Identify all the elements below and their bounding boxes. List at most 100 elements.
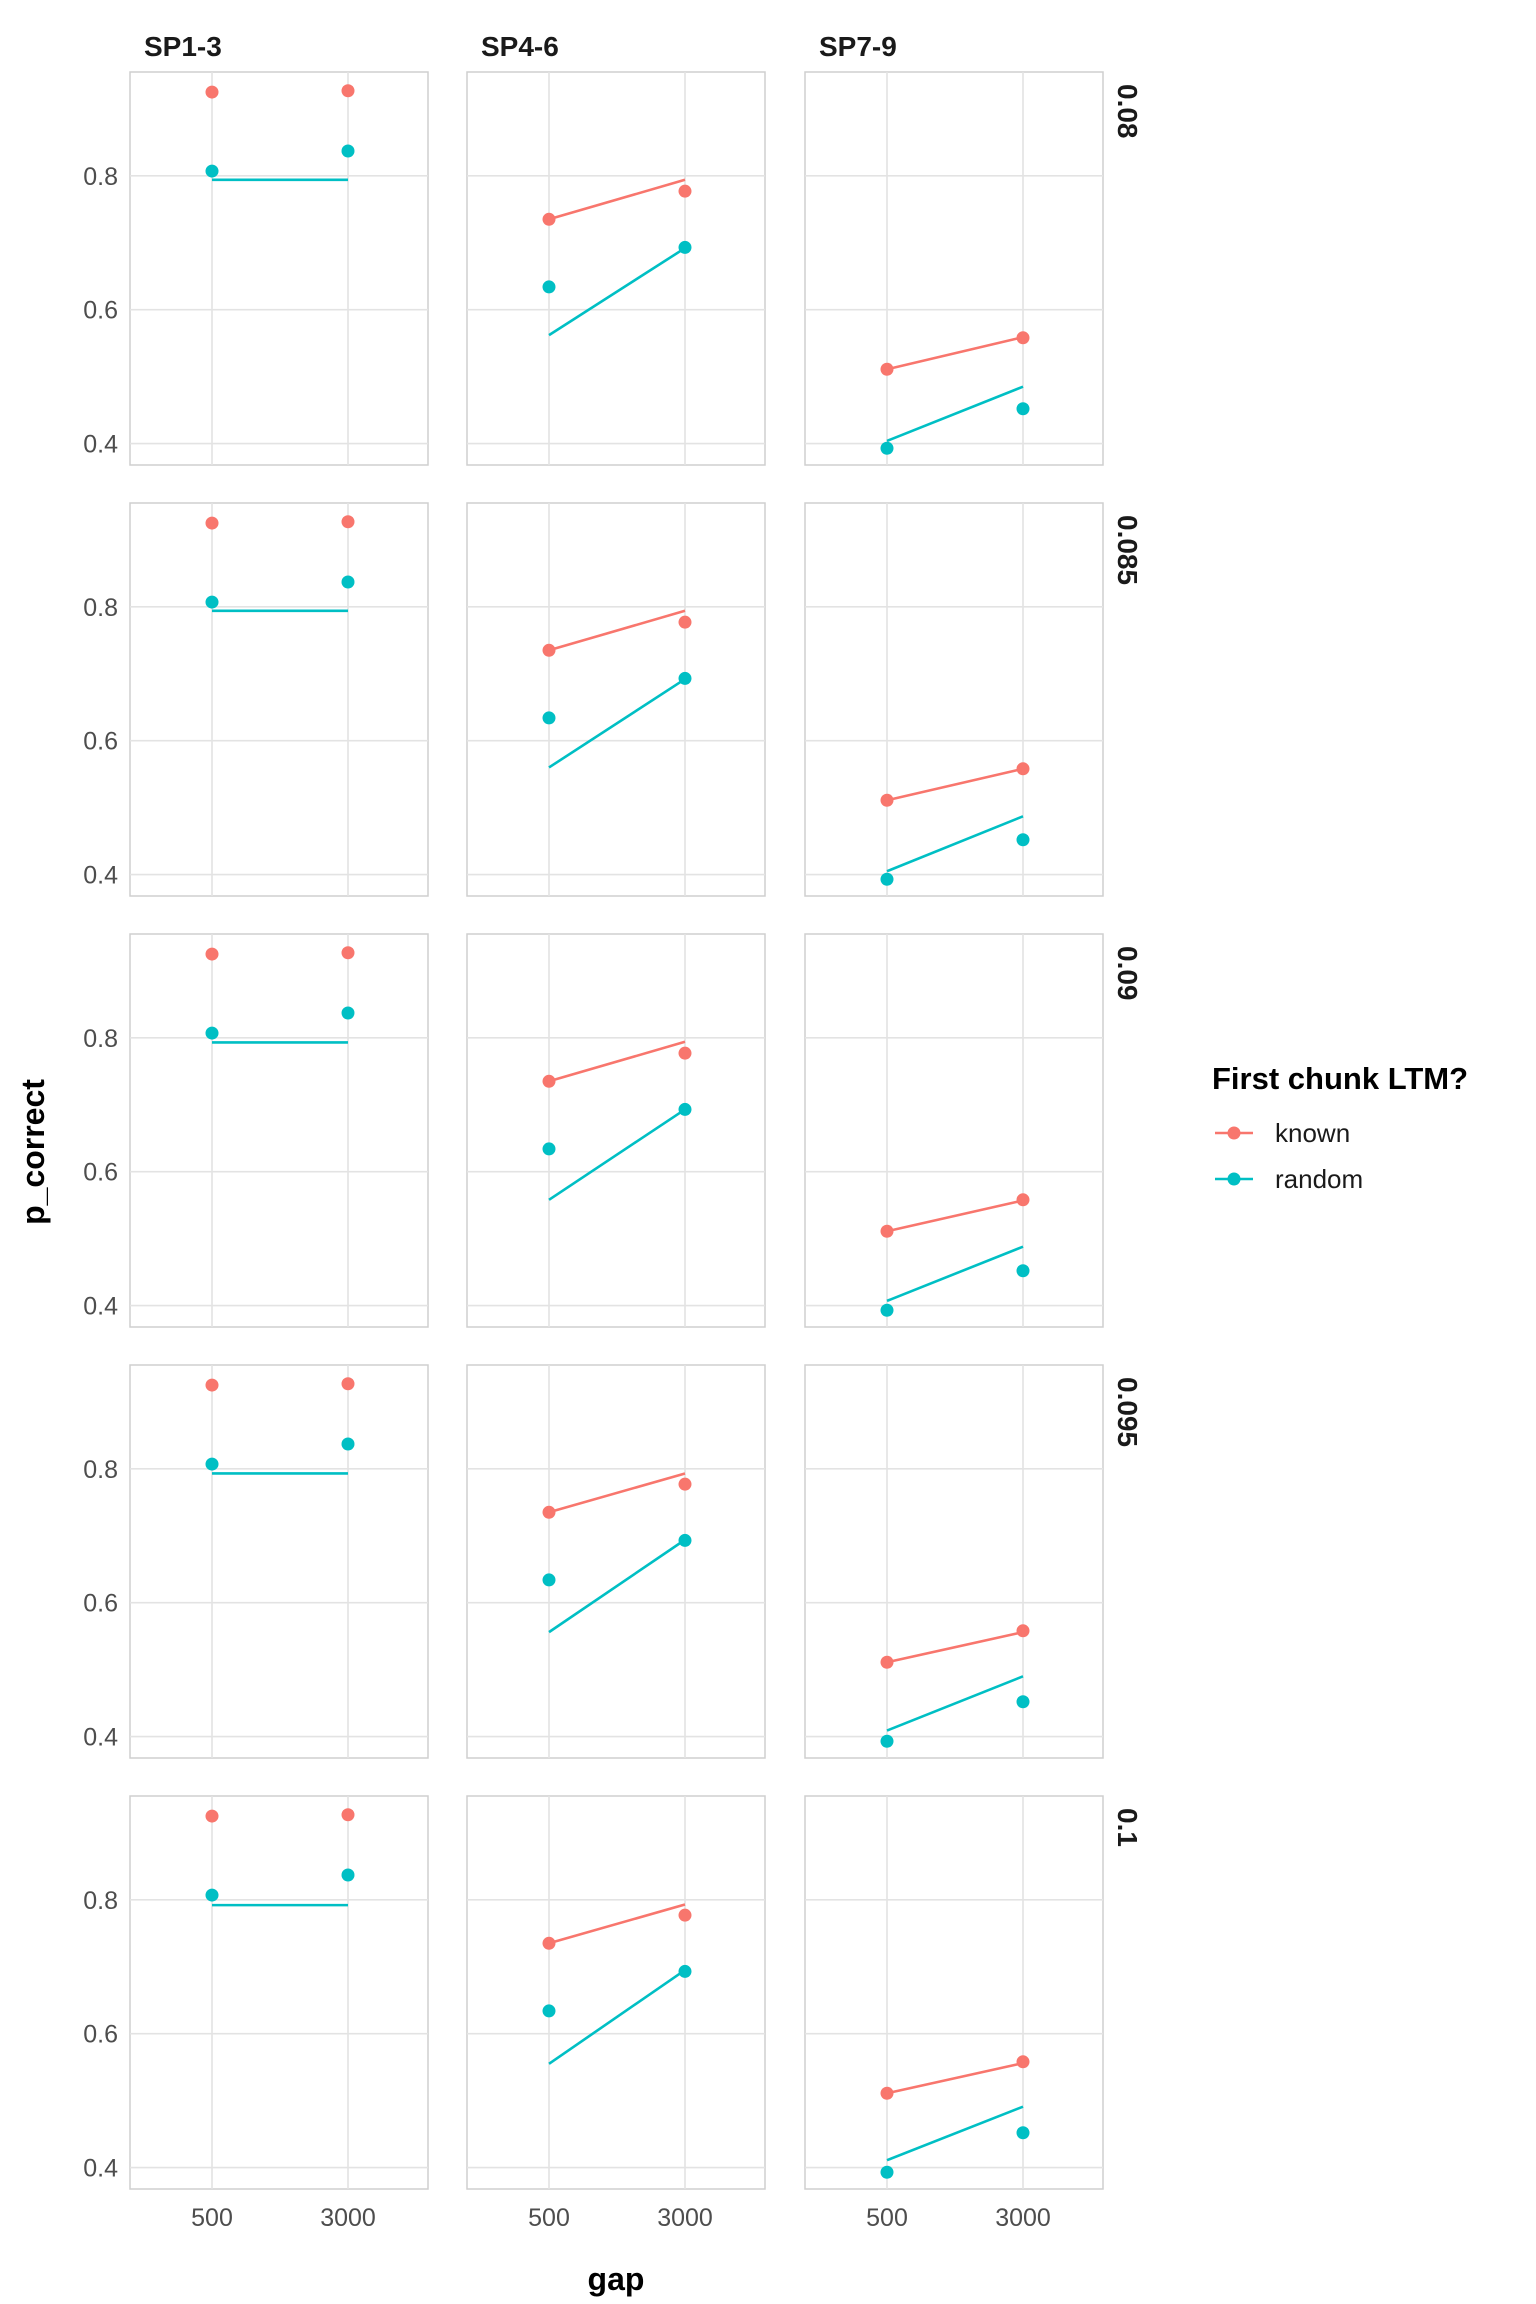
random-data-point bbox=[205, 164, 219, 178]
random-series-line bbox=[548, 1108, 686, 1201]
known-data-point bbox=[880, 1224, 894, 1238]
known-data-point bbox=[341, 946, 355, 960]
panel-border bbox=[804, 1795, 1104, 2190]
random-data-point bbox=[341, 1437, 355, 1451]
facet-panel bbox=[804, 71, 1104, 466]
random-data-point bbox=[880, 872, 894, 886]
x-tick-label: 3000 bbox=[995, 2204, 1051, 2232]
random-data-point bbox=[880, 1734, 894, 1748]
known-series-line bbox=[886, 335, 1024, 371]
known-data-point bbox=[678, 1046, 692, 1060]
facet-panel bbox=[129, 933, 429, 1328]
facet-panel bbox=[804, 502, 1104, 897]
random-data-point bbox=[542, 1142, 556, 1156]
y-tick-label: 0.6 bbox=[83, 1159, 118, 1187]
random-data-point bbox=[1016, 1695, 1030, 1709]
panel-border bbox=[129, 1795, 429, 2190]
panel-border bbox=[804, 502, 1104, 897]
x-axis-title: gap bbox=[588, 2261, 645, 2297]
legend-title: First chunk LTM? bbox=[1212, 1061, 1468, 1096]
random-data-point bbox=[880, 2165, 894, 2179]
panel-border bbox=[804, 933, 1104, 1328]
panel-border bbox=[129, 1364, 429, 1759]
random-data-point bbox=[678, 1964, 692, 1978]
column-strip-label: SP1-3 bbox=[144, 31, 222, 62]
known-data-point bbox=[205, 947, 219, 961]
random-data-point bbox=[678, 1533, 692, 1547]
y-tick-label: 0.4 bbox=[83, 862, 118, 890]
known-data-point bbox=[341, 1377, 355, 1391]
y-tick-label: 0.4 bbox=[83, 2155, 118, 2183]
legend-label-random: random bbox=[1275, 1164, 1363, 1194]
panel-border bbox=[804, 1364, 1104, 1759]
x-tick-label: 500 bbox=[528, 2204, 570, 2232]
facet-panel bbox=[129, 71, 429, 466]
random-series-line bbox=[886, 2105, 1024, 2162]
random-data-point bbox=[542, 2004, 556, 2018]
known-data-point bbox=[341, 515, 355, 529]
known-data-point bbox=[341, 84, 355, 98]
known-data-point bbox=[205, 1378, 219, 1392]
x-tick-label: 3000 bbox=[320, 2204, 376, 2232]
known-data-point bbox=[880, 362, 894, 376]
panel-border bbox=[466, 933, 766, 1328]
facet-panel bbox=[466, 933, 766, 1328]
x-tick-label: 500 bbox=[866, 2204, 908, 2232]
y-tick-label: 0.8 bbox=[83, 163, 118, 191]
known-series-line bbox=[548, 1040, 686, 1083]
column-strip-label: SP7-9 bbox=[819, 31, 897, 62]
panel-border bbox=[804, 71, 1104, 466]
legend-key-point bbox=[1227, 1126, 1241, 1140]
random-data-point bbox=[205, 1888, 219, 1902]
random-data-point bbox=[880, 441, 894, 455]
random-data-point bbox=[678, 240, 692, 254]
facet-panel bbox=[129, 1795, 429, 2190]
facet-panel bbox=[466, 1364, 766, 1759]
known-series-line bbox=[886, 1630, 1024, 1664]
known-data-point bbox=[678, 615, 692, 629]
known-data-point bbox=[341, 1808, 355, 1822]
random-data-point bbox=[205, 1457, 219, 1471]
row-strip-label: 0.09 bbox=[1112, 946, 1143, 1001]
random-data-point bbox=[205, 1026, 219, 1040]
known-series-line bbox=[886, 767, 1024, 802]
random-data-point bbox=[542, 1573, 556, 1587]
x-tick-label: 3000 bbox=[657, 2204, 713, 2232]
row-strip-label: 0.085 bbox=[1112, 515, 1143, 585]
column-strip-label: SP4-6 bbox=[481, 31, 559, 62]
known-data-point bbox=[205, 85, 219, 99]
known-data-point bbox=[678, 184, 692, 198]
facet-panel bbox=[804, 1795, 1104, 2190]
y-tick-label: 0.4 bbox=[83, 1293, 118, 1321]
y-tick-label: 0.4 bbox=[83, 1724, 118, 1752]
row-strip-label: 0.095 bbox=[1112, 1377, 1143, 1447]
random-data-point bbox=[542, 280, 556, 294]
known-series-line bbox=[548, 1903, 686, 1945]
random-data-point bbox=[1016, 2126, 1030, 2140]
facet-panel bbox=[466, 1795, 766, 2190]
y-tick-label: 0.8 bbox=[83, 594, 118, 622]
y-tick-label: 0.8 bbox=[83, 1887, 118, 1915]
random-series-line bbox=[886, 1245, 1024, 1303]
known-data-point bbox=[205, 516, 219, 530]
known-data-point bbox=[542, 1074, 556, 1088]
random-series-line bbox=[548, 677, 686, 769]
known-series-line bbox=[548, 178, 686, 221]
facet-panel bbox=[466, 71, 766, 466]
y-axis-title: p_correct bbox=[15, 1079, 51, 1225]
facet-panel bbox=[804, 1364, 1104, 1759]
random-data-point bbox=[341, 1006, 355, 1020]
random-data-point bbox=[678, 671, 692, 685]
known-data-point bbox=[678, 1908, 692, 1922]
random-data-point bbox=[880, 1303, 894, 1317]
random-series-line bbox=[886, 385, 1024, 443]
known-data-point bbox=[880, 2086, 894, 2100]
random-data-point bbox=[341, 575, 355, 589]
known-data-point bbox=[678, 1477, 692, 1491]
random-data-point bbox=[341, 1868, 355, 1882]
known-data-point bbox=[542, 1505, 556, 1519]
random-series-line bbox=[886, 815, 1024, 873]
known-data-point bbox=[880, 1655, 894, 1669]
facet-panel bbox=[129, 1364, 429, 1759]
